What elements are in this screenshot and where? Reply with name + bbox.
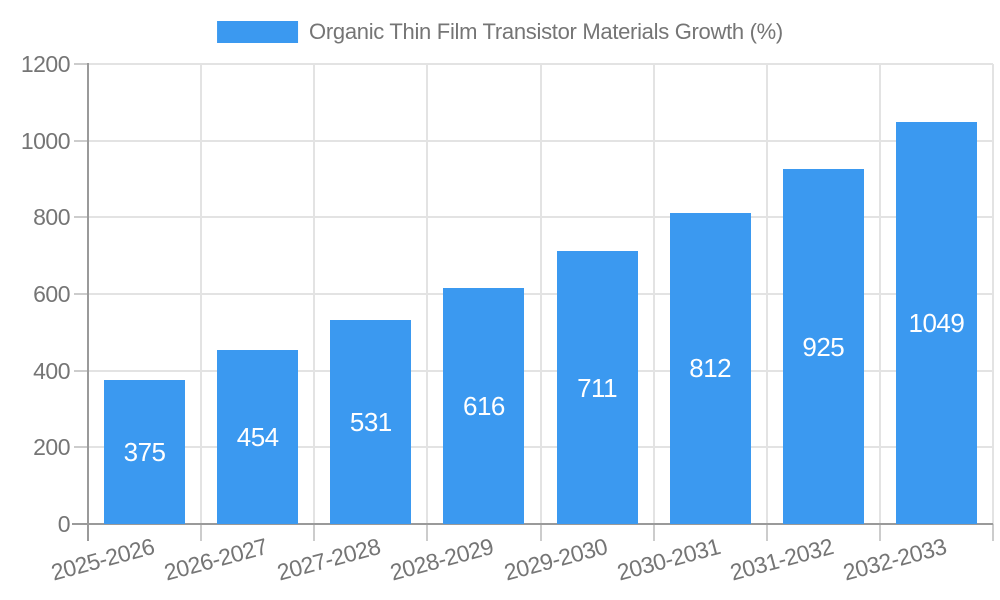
y-tick-label: 400 — [33, 357, 70, 384]
x-tick-label: 2027-2028 — [274, 533, 384, 586]
y-axis-tick — [74, 293, 88, 295]
bar-value-label: 375 — [123, 437, 166, 468]
x-axis-tick — [200, 524, 203, 541]
bar[interactable] — [895, 121, 977, 524]
bar-value-label: 925 — [802, 331, 845, 362]
x-axis-tick — [765, 524, 768, 541]
y-axis-tick — [74, 63, 88, 65]
x-tick-label: 2028-2029 — [387, 533, 497, 586]
gridline-vertical — [539, 64, 542, 524]
x-tick-label: 2031-2032 — [727, 533, 836, 586]
x-tick-label: 2025-2026 — [48, 533, 158, 586]
x-axis-tick — [426, 524, 429, 541]
gridline-vertical — [992, 64, 994, 524]
gridline-vertical — [765, 64, 768, 524]
y-tick-label: 600 — [33, 281, 70, 307]
bar[interactable] — [104, 380, 186, 524]
y-axis-line — [87, 63, 89, 541]
y-axis-tick — [74, 216, 88, 219]
y-tick-label: 0 — [57, 511, 71, 537]
y-tick-label: 800 — [33, 204, 70, 231]
bar[interactable] — [782, 169, 864, 524]
x-axis-tick — [652, 524, 655, 541]
bar-value-label: 531 — [349, 407, 392, 438]
bar-value-label: 1049 — [908, 307, 965, 338]
y-tick-label: 200 — [33, 434, 70, 461]
gridline-vertical — [652, 64, 655, 524]
gridline-vertical — [200, 64, 203, 524]
bar[interactable] — [556, 251, 638, 524]
x-tick-label: 2030-2031 — [614, 533, 723, 586]
x-axis-tick — [992, 524, 994, 541]
y-axis-tick — [74, 446, 88, 449]
legend[interactable]: Organic Thin Film Transistor Materials G… — [217, 19, 783, 45]
x-tick-label: 2032-2033 — [840, 533, 949, 586]
bar[interactable] — [669, 212, 751, 524]
x-axis-tick — [539, 524, 542, 541]
x-tick-label: 2029-2030 — [500, 533, 610, 586]
bar[interactable] — [443, 287, 525, 524]
bar[interactable] — [330, 320, 412, 524]
bar-value-label: 454 — [236, 421, 279, 452]
y-tick-label: 1000 — [20, 127, 71, 154]
gridline-vertical — [878, 64, 881, 524]
x-axis-tick — [878, 524, 881, 541]
gridline-vertical — [313, 64, 316, 524]
y-tick-label: 1200 — [20, 51, 71, 77]
legend-label: Organic Thin Film Transistor Materials G… — [309, 19, 783, 44]
x-tick-label: 2026-2027 — [161, 533, 271, 586]
gridline-vertical — [426, 64, 429, 524]
y-axis-tick — [74, 369, 88, 372]
bar[interactable] — [217, 349, 299, 524]
legend-swatch — [217, 21, 299, 43]
x-axis-line — [72, 523, 993, 525]
y-axis-tick — [74, 139, 88, 142]
bar-value-label: 711 — [577, 372, 618, 403]
bar-value-label: 616 — [462, 390, 505, 421]
bar-value-label: 812 — [689, 353, 732, 384]
x-axis-tick — [313, 524, 316, 541]
